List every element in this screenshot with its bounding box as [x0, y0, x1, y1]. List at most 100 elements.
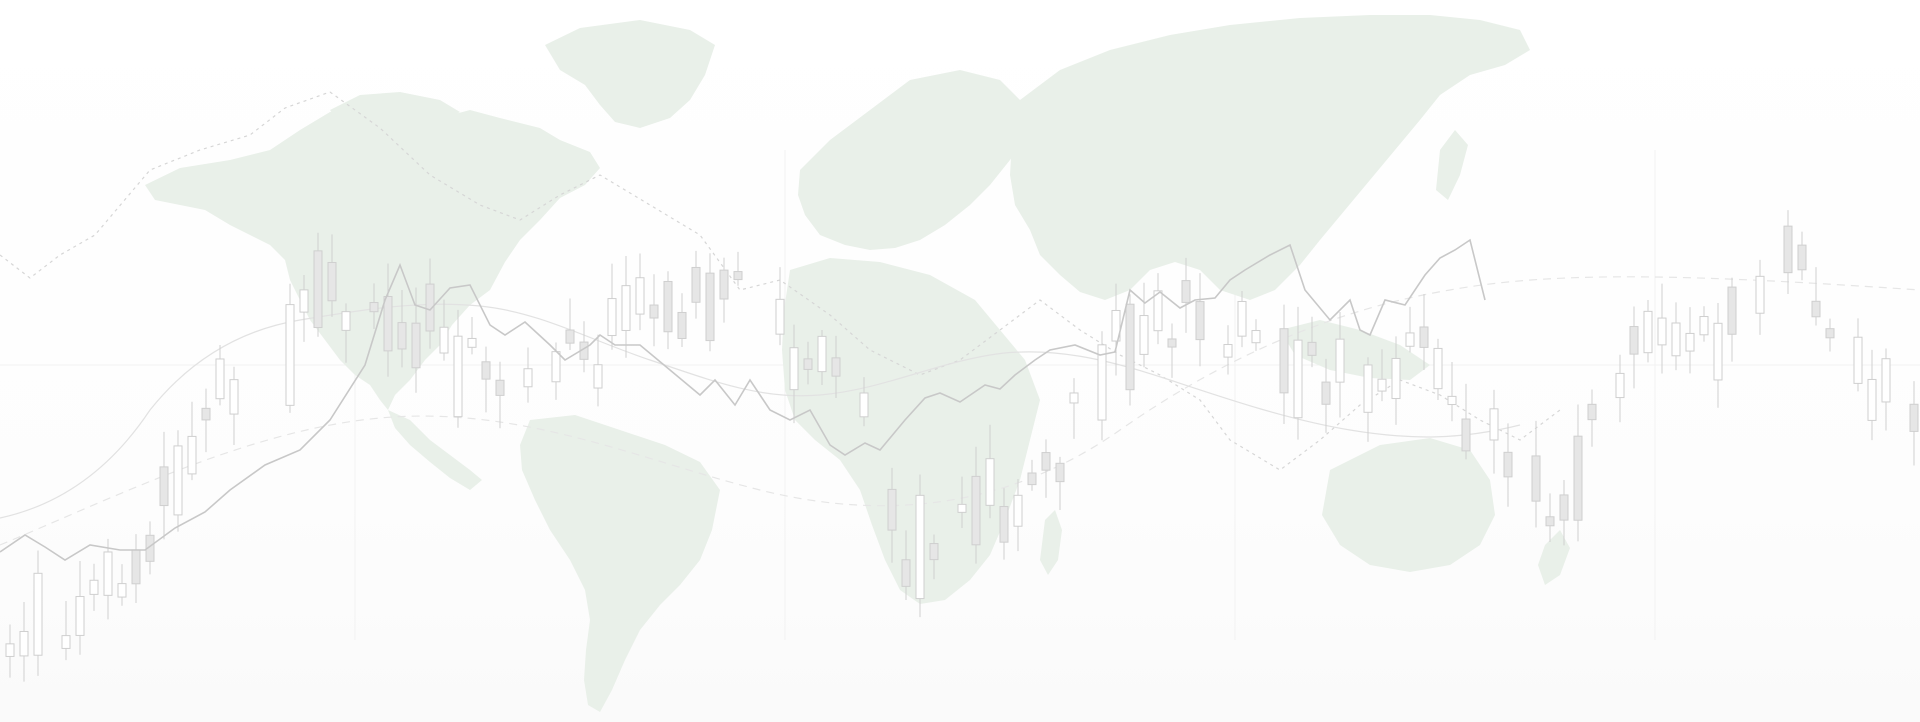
candle-body	[1797, 244, 1807, 271]
candle-body	[929, 543, 939, 561]
candle-body	[187, 435, 197, 475]
candle-body	[1027, 472, 1037, 486]
candle-body	[1097, 344, 1107, 421]
candle-body	[1181, 280, 1191, 303]
candlestick-series	[5, 210, 1919, 682]
candle-body	[817, 335, 827, 373]
candle-body	[1867, 378, 1877, 421]
candle-body	[467, 337, 477, 348]
candle-body	[635, 277, 645, 315]
candle-body	[1587, 403, 1597, 421]
candle-body	[1041, 452, 1051, 471]
candle-body	[1223, 344, 1233, 358]
candle-body	[1293, 339, 1303, 419]
candle-body	[1629, 326, 1639, 355]
candle-body	[1125, 303, 1135, 391]
candle-body	[341, 311, 351, 331]
candle-body	[1251, 330, 1261, 344]
candle-body	[5, 643, 15, 657]
candle-body	[1013, 494, 1023, 527]
candle-body	[1433, 347, 1443, 390]
candle-body	[1307, 341, 1317, 356]
candle-body	[201, 407, 211, 421]
candle-body	[285, 304, 295, 406]
candle-body	[1699, 316, 1709, 336]
candle-body	[677, 311, 687, 339]
candle-body	[859, 392, 869, 418]
candle-body	[1755, 275, 1765, 314]
price-line	[0, 238, 1486, 561]
candle-body	[901, 559, 911, 587]
candle-body	[1391, 357, 1401, 400]
candle-body	[1405, 332, 1415, 347]
candle-body	[327, 262, 337, 302]
candle-body	[1853, 336, 1863, 384]
candle-body	[649, 304, 659, 319]
candle-body	[75, 596, 85, 636]
candle-body	[915, 494, 925, 600]
candle-body	[551, 351, 561, 383]
madagascar-shape	[1040, 510, 1062, 575]
candle-body	[1909, 403, 1919, 432]
candle-body	[971, 475, 981, 546]
candle-body	[1447, 395, 1457, 406]
candle-body	[1531, 455, 1541, 502]
candle-body	[775, 298, 785, 335]
candle-body	[1069, 392, 1079, 404]
candle-body	[1195, 301, 1205, 341]
world-map	[145, 15, 1570, 712]
candle-body	[1461, 418, 1471, 452]
candle-body	[1783, 225, 1793, 274]
candle-body	[887, 488, 897, 531]
south-america-shape	[520, 415, 720, 712]
candle-body	[1321, 381, 1331, 405]
candle-body	[173, 445, 183, 516]
candle-body	[1111, 309, 1121, 342]
candle-body	[719, 269, 729, 300]
candle-body	[1489, 408, 1499, 441]
candle-body	[985, 458, 995, 506]
candle-body	[439, 326, 449, 354]
asia-shape	[1010, 15, 1530, 300]
candle-body	[299, 289, 309, 313]
candle-body	[733, 271, 743, 281]
candle-body	[523, 368, 533, 388]
candle-body	[565, 329, 575, 344]
candle-body	[117, 583, 127, 598]
candle-body	[1153, 290, 1163, 332]
new-zealand-shape	[1538, 530, 1570, 585]
candle-body	[1825, 328, 1835, 339]
candle-body	[1559, 494, 1569, 521]
candle-body	[425, 283, 435, 332]
candle-body	[1363, 364, 1373, 413]
candle-body	[397, 322, 407, 350]
candle-body	[1545, 516, 1555, 527]
candle-body	[691, 266, 701, 303]
candle-body	[957, 503, 967, 513]
candle-body	[1881, 358, 1891, 403]
candle-body	[1503, 451, 1513, 478]
candle-body	[1615, 372, 1625, 399]
candle-body	[131, 549, 141, 585]
candle-body	[229, 379, 239, 415]
candle-body	[1335, 338, 1345, 383]
candle-body	[1727, 286, 1737, 335]
candle-body	[831, 357, 841, 377]
candle-body	[495, 379, 505, 396]
japan-shape	[1436, 130, 1468, 200]
candle-body	[159, 466, 169, 507]
greenland-shape	[545, 20, 715, 128]
candle-body	[1713, 322, 1723, 381]
europe-shape	[798, 70, 1030, 250]
candle-body	[1377, 378, 1387, 392]
long-dashed-curve	[0, 276, 1920, 546]
candle-body	[1419, 326, 1429, 348]
candle-body	[89, 579, 99, 595]
candle-body	[593, 364, 603, 389]
candle-body	[663, 280, 673, 333]
candle-body	[1573, 435, 1583, 521]
candle-body	[215, 358, 225, 400]
north-america-shape	[145, 104, 600, 410]
